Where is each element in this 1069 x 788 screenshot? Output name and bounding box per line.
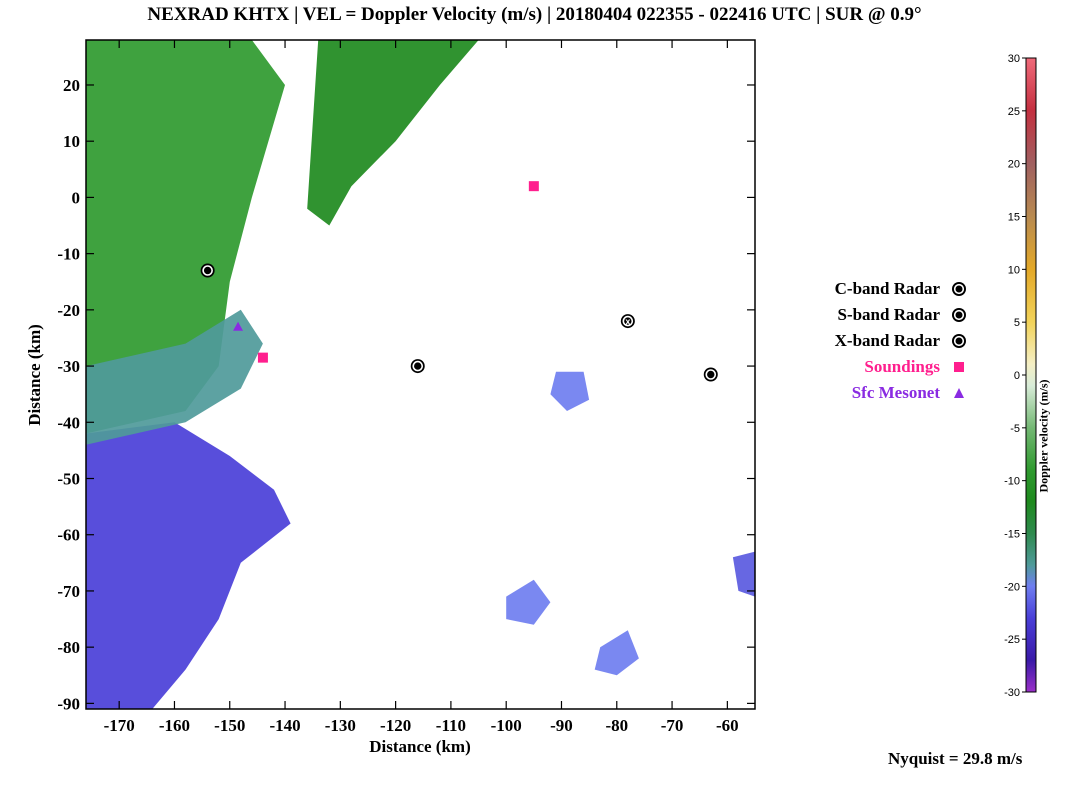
colorbar-ticks: 30 25 20 15 10 5 0 -5 -10 -15 -20 -25 -30	[1004, 53, 1026, 699]
y-tick-label: 10	[63, 132, 80, 151]
velocity-region-inbound-green-band	[307, 40, 479, 226]
marker-square-5	[257, 352, 268, 363]
x-axis: -170 -160 -150 -140 -130 -120 -110 -100 -90 -80 -7…	[104, 40, 739, 735]
velocity-region-inbound-green	[86, 40, 285, 434]
colorbar-tick-label: -15	[1004, 529, 1020, 541]
legend-label: Soundings	[864, 357, 940, 376]
legend-label: S-band Radar	[837, 305, 940, 324]
y-tick-label: -20	[57, 301, 80, 320]
y-tick-label: -90	[57, 694, 80, 713]
velocity-region-transition-teal	[86, 309, 263, 445]
marker-square-4	[528, 181, 539, 192]
y-tick-label: -70	[57, 582, 80, 601]
colorbar-tick-label: 10	[1008, 264, 1020, 276]
legend-item: Sfc Mesonet	[800, 380, 970, 406]
x-tick-label: -100	[491, 716, 522, 735]
legend-item: S-band Radar	[800, 302, 970, 328]
y-axis-label: Distance (km)	[25, 324, 44, 426]
marker-c-2	[703, 367, 718, 382]
colorbar-tick-label: 0	[1014, 370, 1020, 382]
chart-title: NEXRAD KHTX | VEL = Doppler Velocity (m/…	[147, 4, 922, 25]
y-tick-label: -40	[57, 413, 80, 432]
velocity-region-blob-se	[732, 551, 755, 597]
colorbar-tick-label: -20	[1004, 581, 1020, 593]
x-tick-label: -70	[661, 716, 684, 735]
legend: C-band Radar S-band Radar X-band Radar Soun…	[800, 276, 970, 406]
legend-label: X-band Radar	[834, 331, 940, 350]
colorbar-tick-label: 15	[1008, 212, 1020, 224]
y-tick-label: 0	[72, 188, 81, 207]
y-tick-label: -50	[57, 470, 80, 489]
colorbar-tick-label: -30	[1004, 687, 1020, 699]
y-axis: 20 10 0 -10 -20 -30 -40 -50 -60 -70 -80 -90	[57, 76, 755, 713]
x-tick-label: -110	[436, 716, 466, 735]
x-tick-label: -140	[269, 716, 300, 735]
x-tick-label: -150	[214, 716, 245, 735]
legend-symbol-x-icon	[952, 334, 966, 348]
legend-label: Sfc Mesonet	[851, 383, 940, 402]
y-tick-label: 20	[63, 76, 80, 95]
x-tick-label: -130	[325, 716, 356, 735]
velocity-region-inbound-blue	[86, 422, 291, 709]
legend-label: C-band Radar	[834, 279, 940, 298]
site-markers: x	[200, 181, 718, 382]
legend-item: Soundings	[800, 354, 970, 380]
colorbar	[1025, 57, 1037, 693]
nyquist-text: Nyquist = 29.8 m/s	[888, 749, 1023, 768]
legend-symbol-c-icon	[952, 282, 966, 296]
x-tick-label: -160	[159, 716, 190, 735]
colorbar-tick-label: 25	[1008, 106, 1020, 118]
y-tick-label: -10	[57, 245, 80, 264]
velocity-region-blob-south-2	[594, 630, 639, 676]
colorbar-tick-label: -10	[1004, 476, 1020, 488]
legend-symbol-s-icon	[952, 308, 966, 322]
x-tick-label: -80	[605, 716, 628, 735]
legend-symbol-triangle-icon	[954, 388, 964, 398]
velocity-region-blob-south-1	[506, 579, 551, 625]
x-tick-label: -170	[104, 716, 135, 735]
colorbar-tick-label: -25	[1004, 634, 1020, 646]
x-tick-label: -90	[550, 716, 573, 735]
plot-frame	[85, 39, 756, 710]
velocity-region-blob-east	[550, 371, 590, 411]
colorbar-tick-label: 20	[1008, 159, 1020, 171]
colorbar-tick-label: -5	[1010, 423, 1020, 435]
colorbar-tick-label: 30	[1008, 53, 1020, 65]
legend-symbol-square-icon	[954, 362, 964, 372]
marker-triangle-6	[233, 321, 244, 331]
marker-x-3: x	[620, 314, 635, 329]
legend-item: C-band Radar	[800, 276, 970, 302]
legend-item: X-band Radar	[800, 328, 970, 354]
velocity-field	[86, 40, 755, 709]
svg-text:x: x	[625, 317, 630, 327]
x-tick-label: -60	[716, 716, 739, 735]
colorbar-tick-label: 5	[1014, 317, 1020, 329]
x-tick-label: -120	[380, 716, 411, 735]
y-tick-label: -80	[57, 638, 80, 657]
marker-c-1	[410, 359, 425, 374]
y-tick-label: -30	[57, 357, 80, 376]
x-axis-label: Distance (km)	[369, 737, 471, 756]
colorbar-label: Doppler velocity (m/s)	[1036, 379, 1051, 493]
marker-c-0	[200, 263, 215, 278]
y-tick-label: -60	[57, 526, 80, 545]
